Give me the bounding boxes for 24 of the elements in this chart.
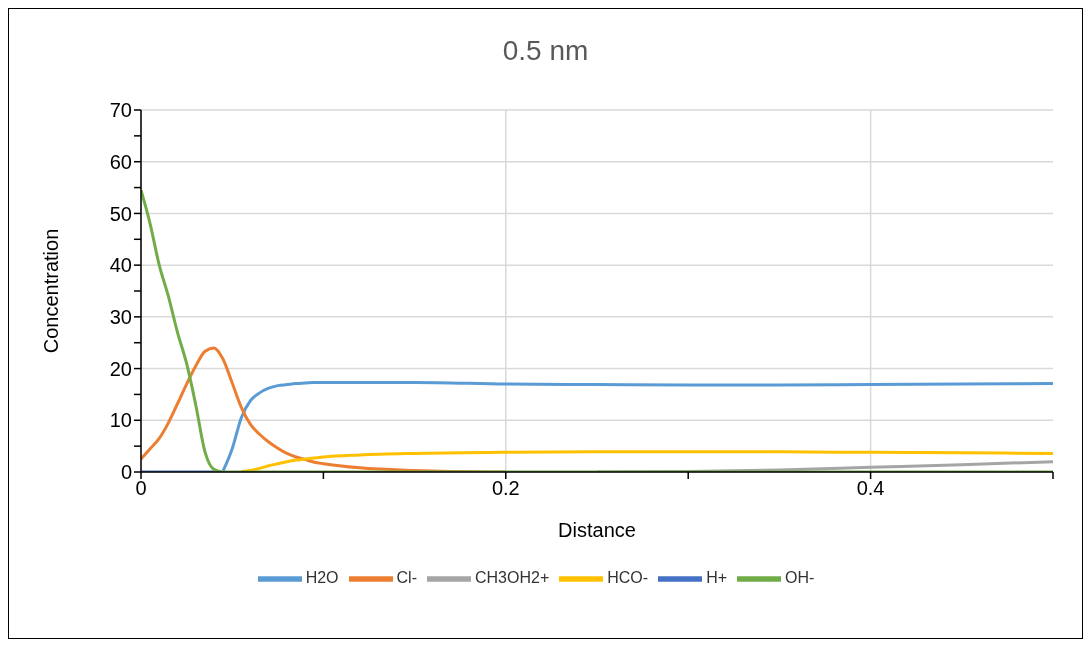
x-tick-label: 0	[135, 477, 147, 500]
line-series	[595, 460, 1053, 472]
x-tick-label: 0.4	[856, 477, 885, 500]
line-series	[141, 346, 508, 472]
legend-label: Cl-	[396, 569, 417, 587]
y-tick-label: 20	[109, 357, 132, 380]
y-tick-label: 60	[109, 150, 132, 173]
legend-label: CH3OH2+	[474, 569, 550, 587]
chart-title: 0.5 nm	[501, 35, 590, 67]
line-series	[221, 381, 1053, 472]
y-tick-label: 40	[109, 254, 132, 277]
y-axis-title: Concentration	[40, 228, 63, 354]
legend-label: HCO-	[607, 569, 649, 587]
y-tick-label: 70	[109, 99, 132, 122]
x-tick-label: 0.2	[491, 477, 520, 500]
y-tick-label: 0	[120, 461, 132, 484]
legend-label: OH-	[785, 569, 815, 587]
y-tick-label: 50	[109, 202, 132, 225]
y-tick-label: 30	[109, 305, 132, 328]
legend-label: H2O	[305, 569, 339, 587]
legend-label: H+	[706, 569, 728, 587]
y-tick-label: 10	[109, 409, 132, 432]
line-series	[239, 450, 1053, 472]
x-axis-title: Distance	[558, 519, 636, 541]
